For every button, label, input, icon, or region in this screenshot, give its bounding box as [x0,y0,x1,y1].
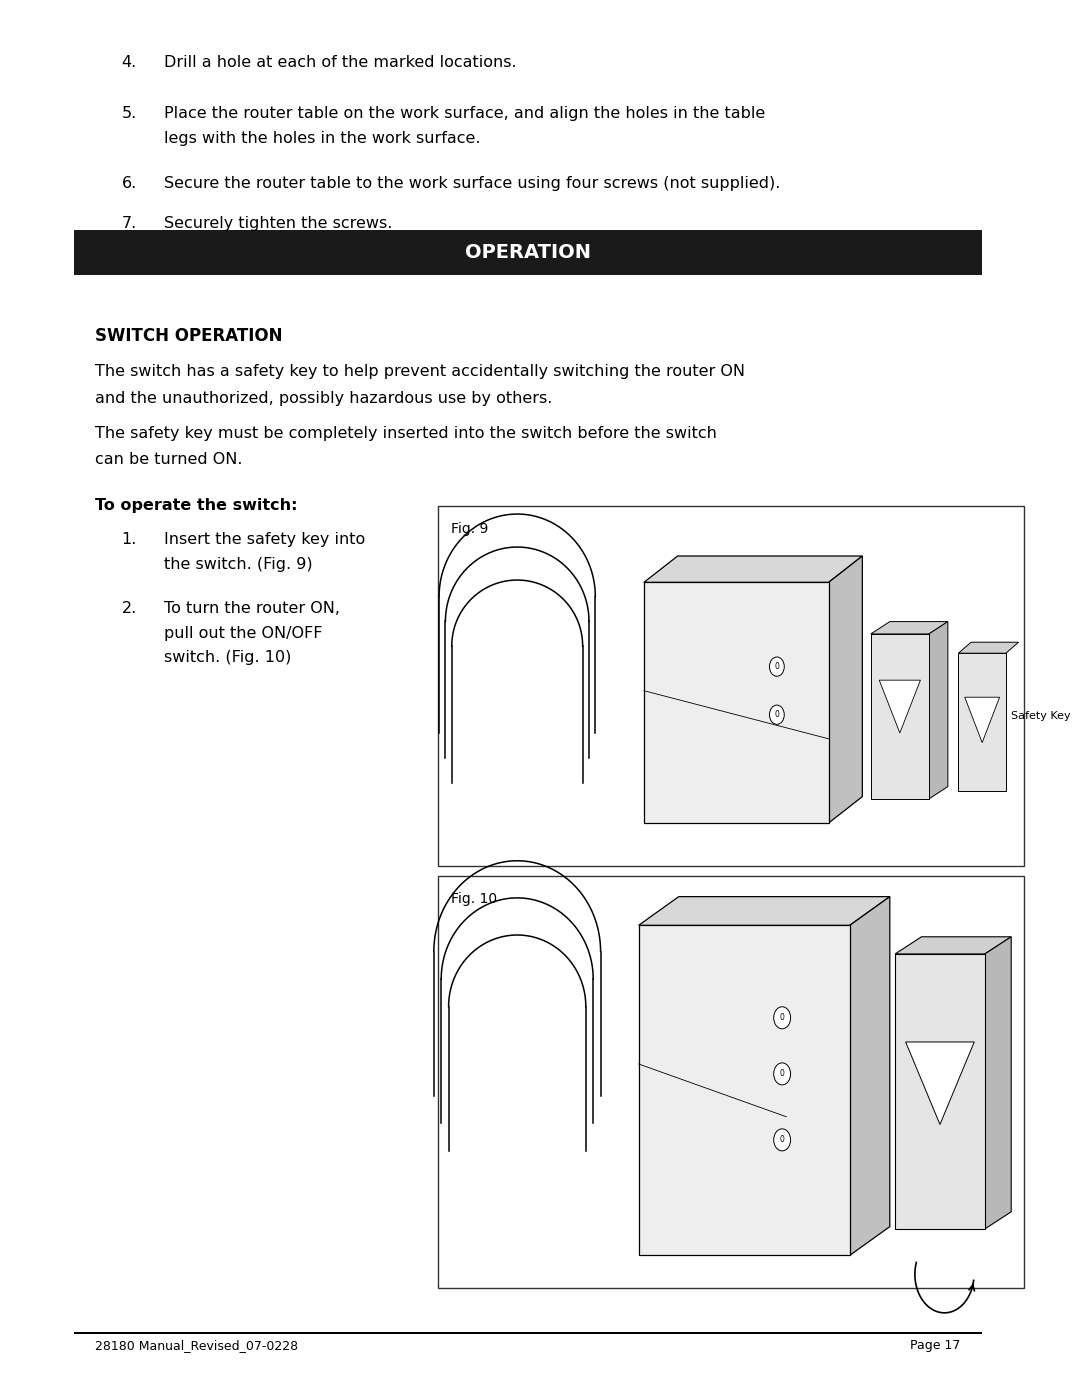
Circle shape [773,1129,791,1151]
Polygon shape [895,936,1011,954]
Polygon shape [906,1042,974,1125]
Polygon shape [929,622,948,799]
Text: SWITCH OPERATION: SWITCH OPERATION [95,327,283,345]
Polygon shape [828,556,862,824]
Circle shape [773,1063,791,1085]
Polygon shape [644,556,862,583]
Polygon shape [638,896,890,925]
FancyBboxPatch shape [438,876,1024,1288]
Text: Securely tighten the screws.: Securely tighten the screws. [163,216,392,231]
Polygon shape [964,697,1000,742]
Polygon shape [879,681,920,733]
Text: Fig. 9: Fig. 9 [450,522,488,536]
FancyBboxPatch shape [895,954,985,1229]
Text: Page 17: Page 17 [910,1339,960,1352]
Text: 0: 0 [780,1070,784,1078]
Text: 6.: 6. [121,176,137,191]
Text: Insert the safety key into: Insert the safety key into [163,532,365,547]
Text: 2.: 2. [121,601,137,616]
Text: 5.: 5. [121,106,137,121]
Text: To turn the router ON,: To turn the router ON, [163,601,339,616]
Text: the switch. (Fig. 9): the switch. (Fig. 9) [163,557,312,572]
Text: To operate the switch:: To operate the switch: [95,498,297,513]
Circle shape [769,657,784,676]
FancyBboxPatch shape [638,925,850,1255]
Text: 7.: 7. [121,216,137,231]
Text: Drill a hole at each of the marked locations.: Drill a hole at each of the marked locat… [163,55,516,70]
Polygon shape [958,642,1018,653]
Text: legs with the holes in the work surface.: legs with the holes in the work surface. [163,131,481,146]
Text: Fig. 10: Fig. 10 [450,892,497,906]
Text: OPERATION: OPERATION [464,243,591,261]
FancyBboxPatch shape [73,1332,982,1334]
FancyBboxPatch shape [958,653,1005,791]
Text: 0: 0 [780,1136,784,1144]
Polygon shape [985,936,1011,1229]
Text: 0: 0 [774,663,780,671]
Text: The switch has a safety key to help prevent accidentally switching the router ON: The switch has a safety key to help prev… [95,364,745,380]
Text: Safety Key: Safety Key [1011,711,1071,722]
Text: 1.: 1. [121,532,137,547]
Text: pull out the ON/OFF: pull out the ON/OFF [163,626,322,641]
Text: can be turned ON.: can be turned ON. [95,452,243,468]
Text: 28180 Manual_Revised_07-0228: 28180 Manual_Revised_07-0228 [95,1339,298,1352]
Text: Place the router table on the work surface, and align the holes in the table: Place the router table on the work surfa… [163,106,765,121]
Circle shape [769,705,784,725]
Circle shape [773,1006,791,1028]
Text: Secure the router table to the work surface using four screws (not supplied).: Secure the router table to the work surf… [163,176,780,191]
FancyBboxPatch shape [644,583,828,824]
FancyBboxPatch shape [73,230,982,275]
Polygon shape [870,622,948,634]
Text: 0: 0 [774,711,780,719]
FancyBboxPatch shape [870,634,929,799]
Text: 4.: 4. [121,55,137,70]
Text: 0: 0 [780,1013,784,1022]
Text: and the unauthorized, possibly hazardous use by others.: and the unauthorized, possibly hazardous… [95,390,552,406]
Polygon shape [850,896,890,1255]
Text: switch. (Fig. 10): switch. (Fig. 10) [163,650,291,666]
FancyBboxPatch shape [438,506,1024,866]
Text: The safety key must be completely inserted into the switch before the switch: The safety key must be completely insert… [95,426,717,441]
